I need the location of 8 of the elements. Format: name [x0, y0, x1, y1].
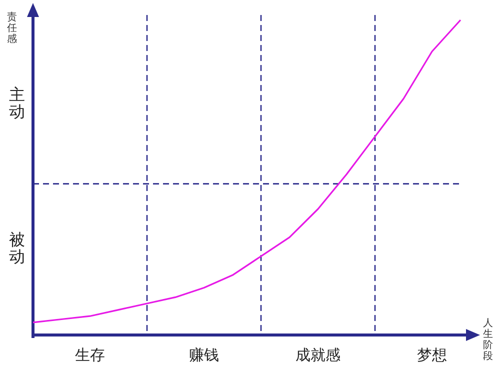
x-tick-label: 赚钱 [189, 346, 219, 364]
x-tick-label: 生存 [75, 346, 105, 364]
annotation: 主动 [9, 85, 25, 121]
x-tick-label: 梦想 [417, 346, 447, 364]
annotation: 被动 [9, 230, 25, 266]
y-axis-title: 责任感 [6, 11, 17, 45]
x-axis-title: 人生阶段 [483, 318, 493, 362]
x-tick-label: 成就感 [296, 346, 340, 364]
